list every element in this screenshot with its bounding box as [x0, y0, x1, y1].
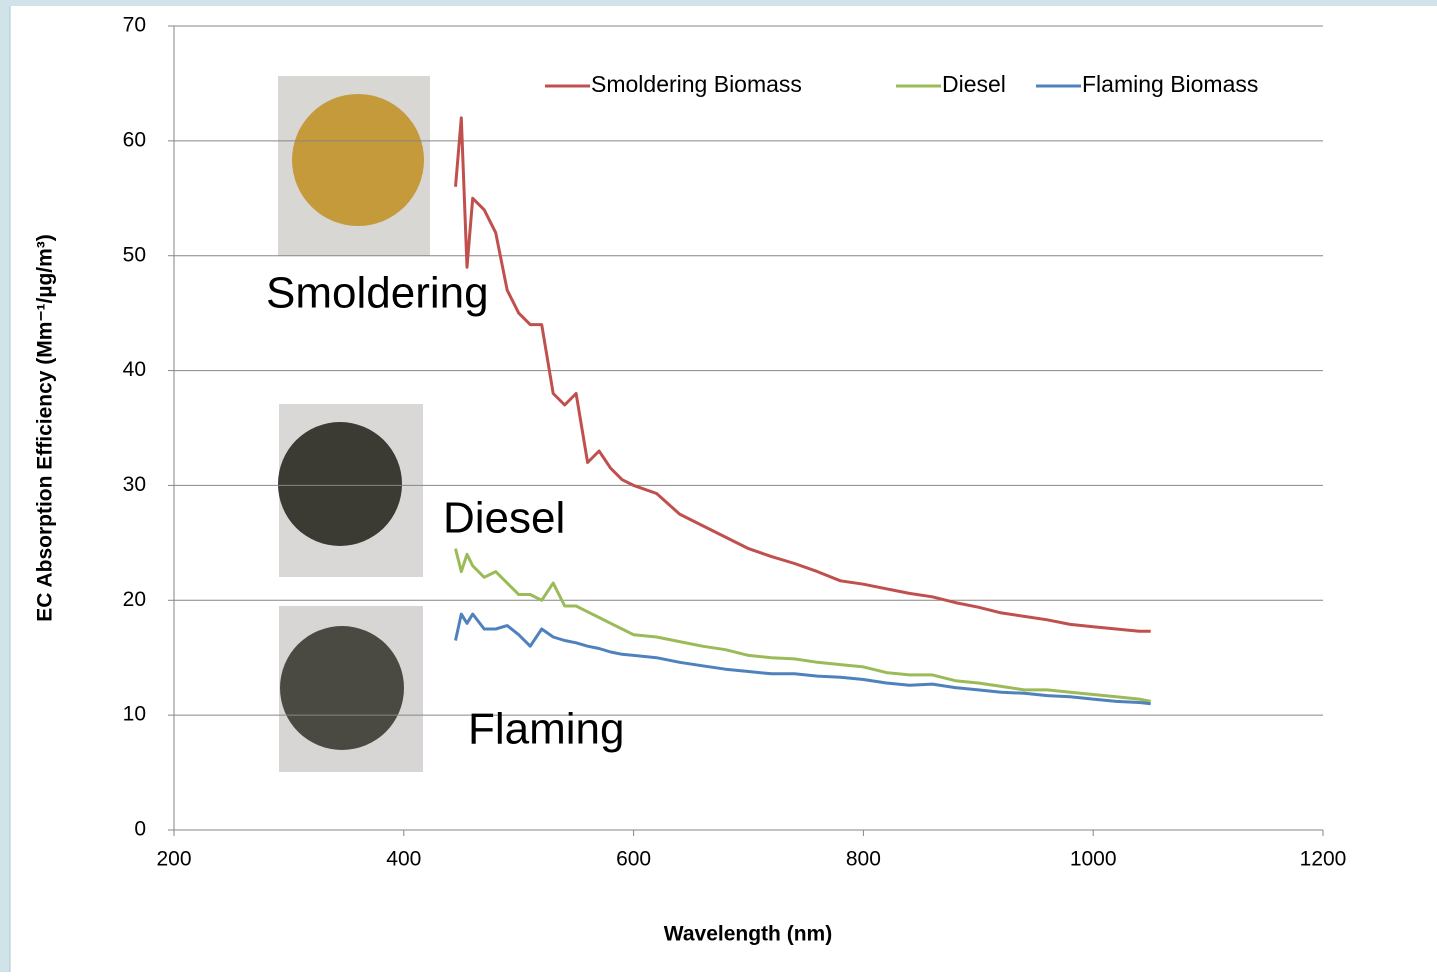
x-tick-label: 1000 — [1070, 848, 1117, 871]
annotation: Diesel — [443, 494, 565, 543]
x-tick-label: 200 — [156, 848, 191, 871]
legend-label: Smoldering Biomass — [591, 71, 802, 97]
filter-photo — [278, 76, 430, 772]
y-tick-label: 40 — [123, 358, 146, 381]
series-line — [454, 548, 1151, 703]
x-tick-label: 400 — [386, 848, 421, 871]
frame-left — [0, 0, 10, 972]
y-tick-label: 0 — [134, 818, 146, 841]
y-tick-label: 10 — [123, 703, 146, 726]
y-tick-label: 50 — [123, 243, 146, 266]
series-line — [454, 116, 1151, 633]
frame-top — [0, 0, 1437, 6]
series-line — [454, 612, 1151, 706]
legend-label: Diesel — [942, 71, 1006, 97]
legend-label: Flaming Biomass — [1082, 71, 1258, 97]
y-tick-label: 60 — [123, 128, 146, 151]
annotation: Flaming — [468, 705, 625, 754]
x-axis-label: Wavelength (nm) — [664, 923, 832, 946]
y-axis-label: EC Absorption Efficiency (Mm⁻¹/µg/m³) — [34, 234, 57, 622]
x-tick-label: 600 — [616, 848, 651, 871]
x-tick-label: 1200 — [1300, 848, 1347, 871]
annotation: Smoldering — [266, 269, 489, 318]
y-tick-label: 70 — [123, 14, 146, 37]
y-tick-label: 30 — [123, 473, 146, 496]
x-tick-label: 800 — [846, 848, 881, 871]
y-tick-label: 20 — [123, 588, 146, 611]
